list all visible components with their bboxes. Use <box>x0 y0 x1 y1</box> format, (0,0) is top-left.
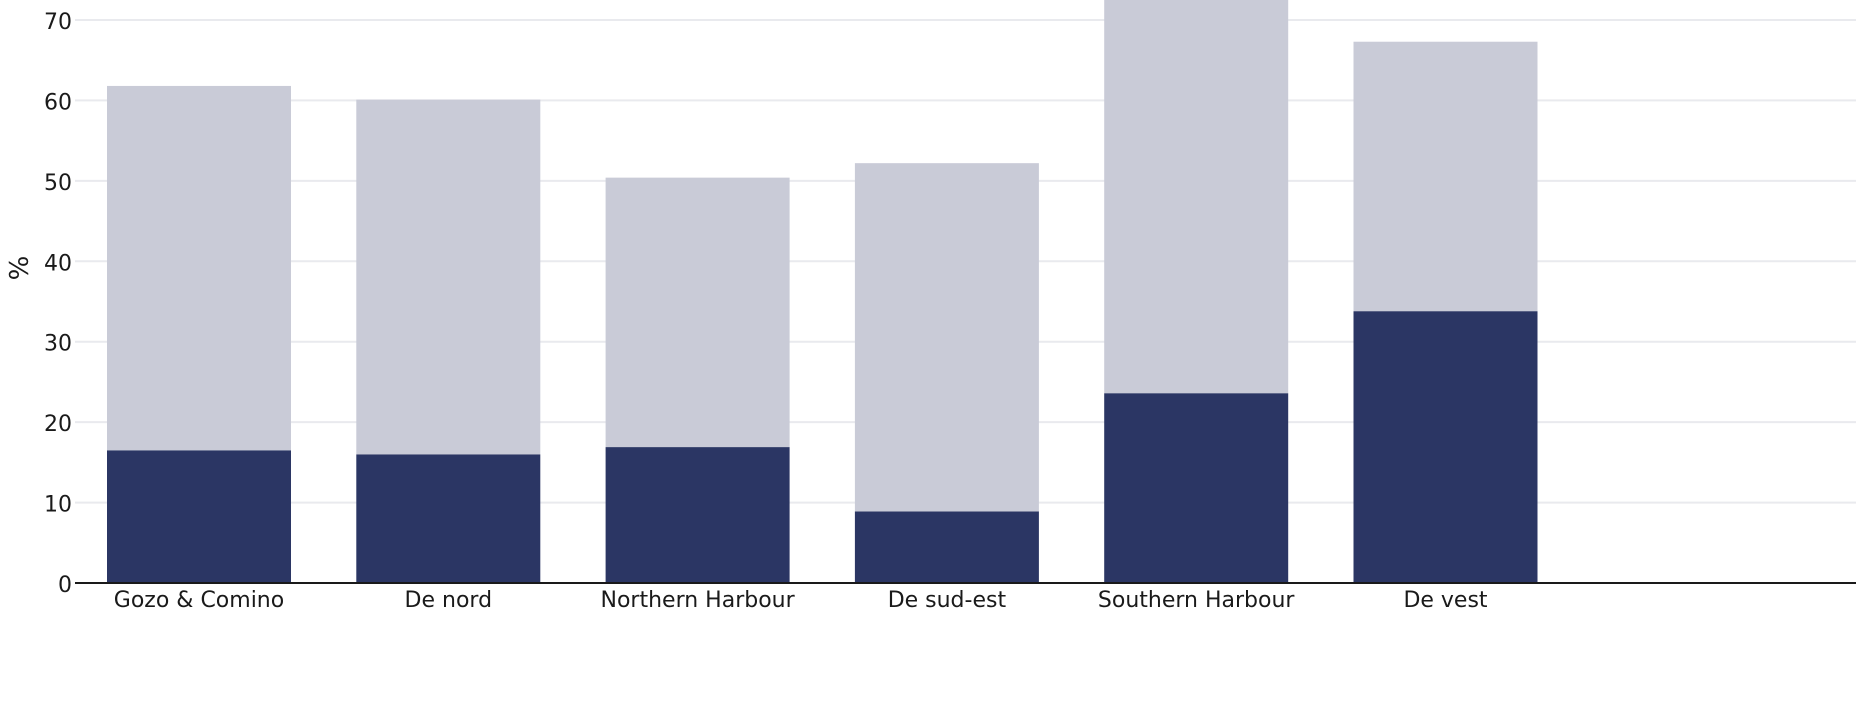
x-tick-label: Northern Harbour <box>601 588 796 613</box>
y-tick-label: 50 <box>44 171 72 196</box>
y-tick-label: 60 <box>44 90 72 115</box>
y-tick-label: 30 <box>44 332 72 357</box>
bars <box>107 0 1538 583</box>
y-tick-label: 0 <box>58 573 72 598</box>
x-tick-label: De vest <box>1403 588 1487 613</box>
x-tick-label: Gozo & Comino <box>114 588 284 613</box>
bar-segment <box>1353 41 1538 312</box>
bar-segment <box>107 450 291 583</box>
x-tick-label: Southern Harbour <box>1098 588 1296 613</box>
axes: 0 10 20 30 40 50 60 70 Gozo & Comino De nord North… <box>44 10 1856 613</box>
y-tick-label: 20 <box>44 412 72 437</box>
bar-segment <box>1104 393 1289 583</box>
x-tick-label: De nord <box>405 588 493 613</box>
y-tick-label: 10 <box>44 493 72 518</box>
y-tick-label: 40 <box>44 251 72 276</box>
bar-segment <box>356 99 541 455</box>
bar-segment <box>854 511 1039 583</box>
y-tick-label: 70 <box>44 10 72 35</box>
bar-segment <box>1353 311 1538 583</box>
x-tick-label: De sud-est <box>888 588 1007 613</box>
bar-segment <box>356 454 541 583</box>
bar-segment <box>605 447 790 583</box>
bar-segment <box>107 85 291 451</box>
bar-segment <box>605 177 790 448</box>
bar-segment <box>1104 0 1289 394</box>
y-axis-label: % <box>5 256 35 281</box>
bar-segment <box>854 163 1039 512</box>
